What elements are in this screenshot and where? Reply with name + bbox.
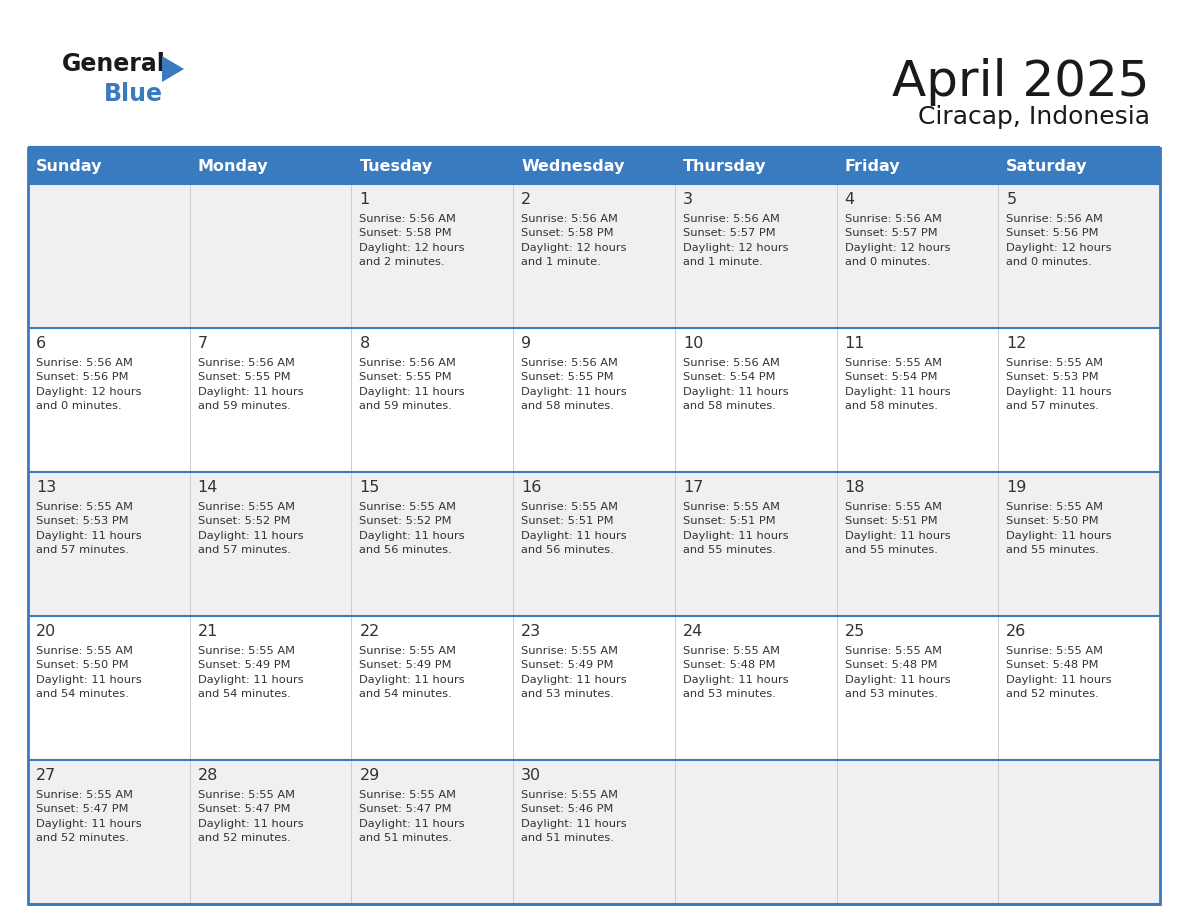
Text: Blue: Blue	[105, 82, 163, 106]
Text: Friday: Friday	[845, 159, 901, 174]
Bar	[29, 328, 1159, 472]
Text: Sunrise: 5:56 AM
Sunset: 5:58 PM
Daylight: 12 hours
and 2 minutes.: Sunrise: 5:56 AM Sunset: 5:58 PM Dayligh…	[360, 214, 465, 267]
Polygon shape	[162, 56, 184, 82]
Text: 12: 12	[1006, 336, 1026, 351]
Text: 5: 5	[1006, 192, 1017, 207]
Bar	[29, 148, 1159, 904]
Text: 19: 19	[1006, 480, 1026, 495]
Text: Sunrise: 5:56 AM
Sunset: 5:57 PM
Daylight: 12 hours
and 0 minutes.: Sunrise: 5:56 AM Sunset: 5:57 PM Dayligh…	[845, 214, 950, 267]
Text: Sunrise: 5:56 AM
Sunset: 5:58 PM
Daylight: 12 hours
and 1 minute.: Sunrise: 5:56 AM Sunset: 5:58 PM Dayligh…	[522, 214, 626, 267]
Text: 24: 24	[683, 624, 703, 639]
Text: Tuesday: Tuesday	[360, 159, 432, 174]
Text: 27: 27	[36, 768, 56, 783]
Text: Sunrise: 5:56 AM
Sunset: 5:55 PM
Daylight: 11 hours
and 58 minutes.: Sunrise: 5:56 AM Sunset: 5:55 PM Dayligh…	[522, 358, 627, 411]
Text: 8: 8	[360, 336, 369, 351]
Text: 25: 25	[845, 624, 865, 639]
Bar	[29, 148, 1159, 184]
Text: 11: 11	[845, 336, 865, 351]
Text: 29: 29	[360, 768, 380, 783]
Text: Monday: Monday	[197, 159, 268, 174]
Bar	[29, 616, 1159, 760]
Text: Sunrise: 5:55 AM
Sunset: 5:48 PM
Daylight: 11 hours
and 53 minutes.: Sunrise: 5:55 AM Sunset: 5:48 PM Dayligh…	[683, 646, 789, 700]
Text: 22: 22	[360, 624, 380, 639]
Text: Sunrise: 5:56 AM
Sunset: 5:56 PM
Daylight: 12 hours
and 0 minutes.: Sunrise: 5:56 AM Sunset: 5:56 PM Dayligh…	[36, 358, 141, 411]
Text: Sunrise: 5:56 AM
Sunset: 5:55 PM
Daylight: 11 hours
and 59 minutes.: Sunrise: 5:56 AM Sunset: 5:55 PM Dayligh…	[360, 358, 465, 411]
Text: Sunrise: 5:55 AM
Sunset: 5:52 PM
Daylight: 11 hours
and 56 minutes.: Sunrise: 5:55 AM Sunset: 5:52 PM Dayligh…	[360, 502, 465, 555]
Text: Sunday: Sunday	[36, 159, 102, 174]
Text: 28: 28	[197, 768, 219, 783]
Text: Sunrise: 5:55 AM
Sunset: 5:51 PM
Daylight: 11 hours
and 55 minutes.: Sunrise: 5:55 AM Sunset: 5:51 PM Dayligh…	[683, 502, 789, 555]
Text: Sunrise: 5:55 AM
Sunset: 5:49 PM
Daylight: 11 hours
and 54 minutes.: Sunrise: 5:55 AM Sunset: 5:49 PM Dayligh…	[360, 646, 465, 700]
Text: April 2025: April 2025	[892, 58, 1150, 106]
Text: 4: 4	[845, 192, 854, 207]
Bar	[29, 472, 1159, 616]
Text: Sunrise: 5:56 AM
Sunset: 5:56 PM
Daylight: 12 hours
and 0 minutes.: Sunrise: 5:56 AM Sunset: 5:56 PM Dayligh…	[1006, 214, 1112, 267]
Text: 23: 23	[522, 624, 542, 639]
Text: 21: 21	[197, 624, 219, 639]
Text: 7: 7	[197, 336, 208, 351]
Text: Wednesday: Wednesday	[522, 159, 625, 174]
Text: Sunrise: 5:56 AM
Sunset: 5:55 PM
Daylight: 11 hours
and 59 minutes.: Sunrise: 5:56 AM Sunset: 5:55 PM Dayligh…	[197, 358, 303, 411]
Text: Sunrise: 5:55 AM
Sunset: 5:54 PM
Daylight: 11 hours
and 58 minutes.: Sunrise: 5:55 AM Sunset: 5:54 PM Dayligh…	[845, 358, 950, 411]
Text: Ciracap, Indonesia: Ciracap, Indonesia	[918, 105, 1150, 129]
Text: 10: 10	[683, 336, 703, 351]
Text: Sunrise: 5:55 AM
Sunset: 5:49 PM
Daylight: 11 hours
and 54 minutes.: Sunrise: 5:55 AM Sunset: 5:49 PM Dayligh…	[197, 646, 303, 700]
Text: Sunrise: 5:55 AM
Sunset: 5:52 PM
Daylight: 11 hours
and 57 minutes.: Sunrise: 5:55 AM Sunset: 5:52 PM Dayligh…	[197, 502, 303, 555]
Text: 13: 13	[36, 480, 56, 495]
Text: Sunrise: 5:55 AM
Sunset: 5:48 PM
Daylight: 11 hours
and 53 minutes.: Sunrise: 5:55 AM Sunset: 5:48 PM Dayligh…	[845, 646, 950, 700]
Text: Sunrise: 5:55 AM
Sunset: 5:47 PM
Daylight: 11 hours
and 51 minutes.: Sunrise: 5:55 AM Sunset: 5:47 PM Dayligh…	[360, 790, 465, 844]
Text: 15: 15	[360, 480, 380, 495]
Text: Sunrise: 5:56 AM
Sunset: 5:57 PM
Daylight: 12 hours
and 1 minute.: Sunrise: 5:56 AM Sunset: 5:57 PM Dayligh…	[683, 214, 789, 267]
Text: Sunrise: 5:55 AM
Sunset: 5:48 PM
Daylight: 11 hours
and 52 minutes.: Sunrise: 5:55 AM Sunset: 5:48 PM Dayligh…	[1006, 646, 1112, 700]
Text: 16: 16	[522, 480, 542, 495]
Text: Sunrise: 5:56 AM
Sunset: 5:54 PM
Daylight: 11 hours
and 58 minutes.: Sunrise: 5:56 AM Sunset: 5:54 PM Dayligh…	[683, 358, 789, 411]
Text: 3: 3	[683, 192, 693, 207]
Text: Sunrise: 5:55 AM
Sunset: 5:50 PM
Daylight: 11 hours
and 54 minutes.: Sunrise: 5:55 AM Sunset: 5:50 PM Dayligh…	[36, 646, 141, 700]
Text: 14: 14	[197, 480, 219, 495]
Text: Sunrise: 5:55 AM
Sunset: 5:53 PM
Daylight: 11 hours
and 57 minutes.: Sunrise: 5:55 AM Sunset: 5:53 PM Dayligh…	[1006, 358, 1112, 411]
Text: Sunrise: 5:55 AM
Sunset: 5:46 PM
Daylight: 11 hours
and 51 minutes.: Sunrise: 5:55 AM Sunset: 5:46 PM Dayligh…	[522, 790, 627, 844]
Text: Saturday: Saturday	[1006, 159, 1088, 174]
Text: 2: 2	[522, 192, 531, 207]
Text: Sunrise: 5:55 AM
Sunset: 5:50 PM
Daylight: 11 hours
and 55 minutes.: Sunrise: 5:55 AM Sunset: 5:50 PM Dayligh…	[1006, 502, 1112, 555]
Text: 18: 18	[845, 480, 865, 495]
Text: Sunrise: 5:55 AM
Sunset: 5:47 PM
Daylight: 11 hours
and 52 minutes.: Sunrise: 5:55 AM Sunset: 5:47 PM Dayligh…	[197, 790, 303, 844]
Bar	[29, 760, 1159, 904]
Text: Sunrise: 5:55 AM
Sunset: 5:47 PM
Daylight: 11 hours
and 52 minutes.: Sunrise: 5:55 AM Sunset: 5:47 PM Dayligh…	[36, 790, 141, 844]
Bar	[29, 184, 1159, 328]
Text: Sunrise: 5:55 AM
Sunset: 5:49 PM
Daylight: 11 hours
and 53 minutes.: Sunrise: 5:55 AM Sunset: 5:49 PM Dayligh…	[522, 646, 627, 700]
Text: 17: 17	[683, 480, 703, 495]
Text: General: General	[62, 52, 166, 76]
Text: 30: 30	[522, 768, 542, 783]
Text: Thursday: Thursday	[683, 159, 766, 174]
Text: 9: 9	[522, 336, 531, 351]
Text: Sunrise: 5:55 AM
Sunset: 5:51 PM
Daylight: 11 hours
and 56 minutes.: Sunrise: 5:55 AM Sunset: 5:51 PM Dayligh…	[522, 502, 627, 555]
Text: 1: 1	[360, 192, 369, 207]
Text: Sunrise: 5:55 AM
Sunset: 5:51 PM
Daylight: 11 hours
and 55 minutes.: Sunrise: 5:55 AM Sunset: 5:51 PM Dayligh…	[845, 502, 950, 555]
Text: Sunrise: 5:55 AM
Sunset: 5:53 PM
Daylight: 11 hours
and 57 minutes.: Sunrise: 5:55 AM Sunset: 5:53 PM Dayligh…	[36, 502, 141, 555]
Text: 6: 6	[36, 336, 46, 351]
Text: 20: 20	[36, 624, 56, 639]
Text: 26: 26	[1006, 624, 1026, 639]
